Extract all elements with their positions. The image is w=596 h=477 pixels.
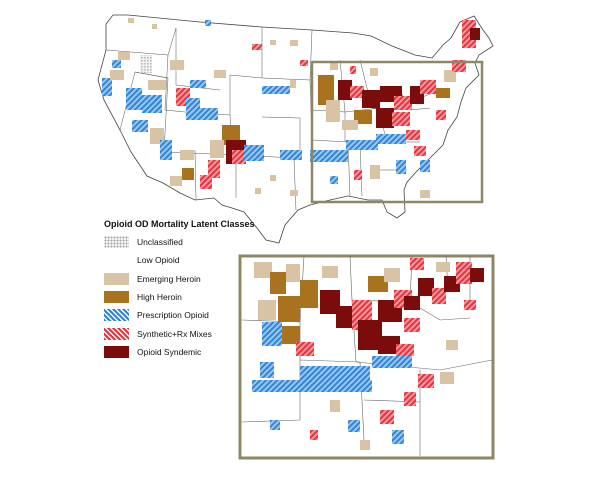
legend-item: High Heroin: [104, 288, 244, 306]
legend-label: Opioid Syndemic: [137, 346, 202, 357]
legend-item: Unclassified: [104, 233, 244, 251]
legend-swatch: [104, 345, 129, 358]
legend-swatch: [104, 236, 129, 249]
legend-title: Opioid OD Mortality Latent Classes: [104, 219, 255, 229]
main-map-counties: [102, 18, 480, 198]
main-map-region-frame: [310, 60, 484, 204]
legend-swatch: [104, 327, 129, 340]
legend-item: Emerging Heroin: [104, 270, 244, 288]
legend-label: High Heroin: [137, 292, 182, 303]
legend: Opioid OD Mortality Latent Classes Uncla…: [104, 219, 255, 361]
us-outline: [97, 14, 494, 244]
legend-label: Emerging Heroin: [137, 273, 201, 284]
legend-label: Synthetic+Rx Mixes: [137, 328, 212, 339]
legend-label: Unclassified: [137, 237, 183, 248]
legend-item: Low Opioid: [104, 251, 244, 269]
legend-swatch: [104, 309, 129, 322]
legend-items: Unclassified Low Opioid Emerging Heroin Hig…: [104, 233, 244, 361]
legend-swatch: [104, 291, 129, 304]
inset-counties: [252, 258, 484, 450]
legend-swatch: [104, 254, 129, 267]
main-map-east-counties: [310, 60, 466, 184]
legend-item: Prescription Opioid: [104, 306, 244, 324]
legend-label: Low Opioid: [137, 255, 180, 266]
legend-swatch: [104, 272, 129, 285]
legend-item: Opioid Syndemic: [104, 343, 244, 361]
legend-label: Prescription Opioid: [137, 310, 209, 321]
inset-map: [238, 254, 495, 460]
legend-item: Synthetic+Rx Mixes: [104, 324, 244, 342]
